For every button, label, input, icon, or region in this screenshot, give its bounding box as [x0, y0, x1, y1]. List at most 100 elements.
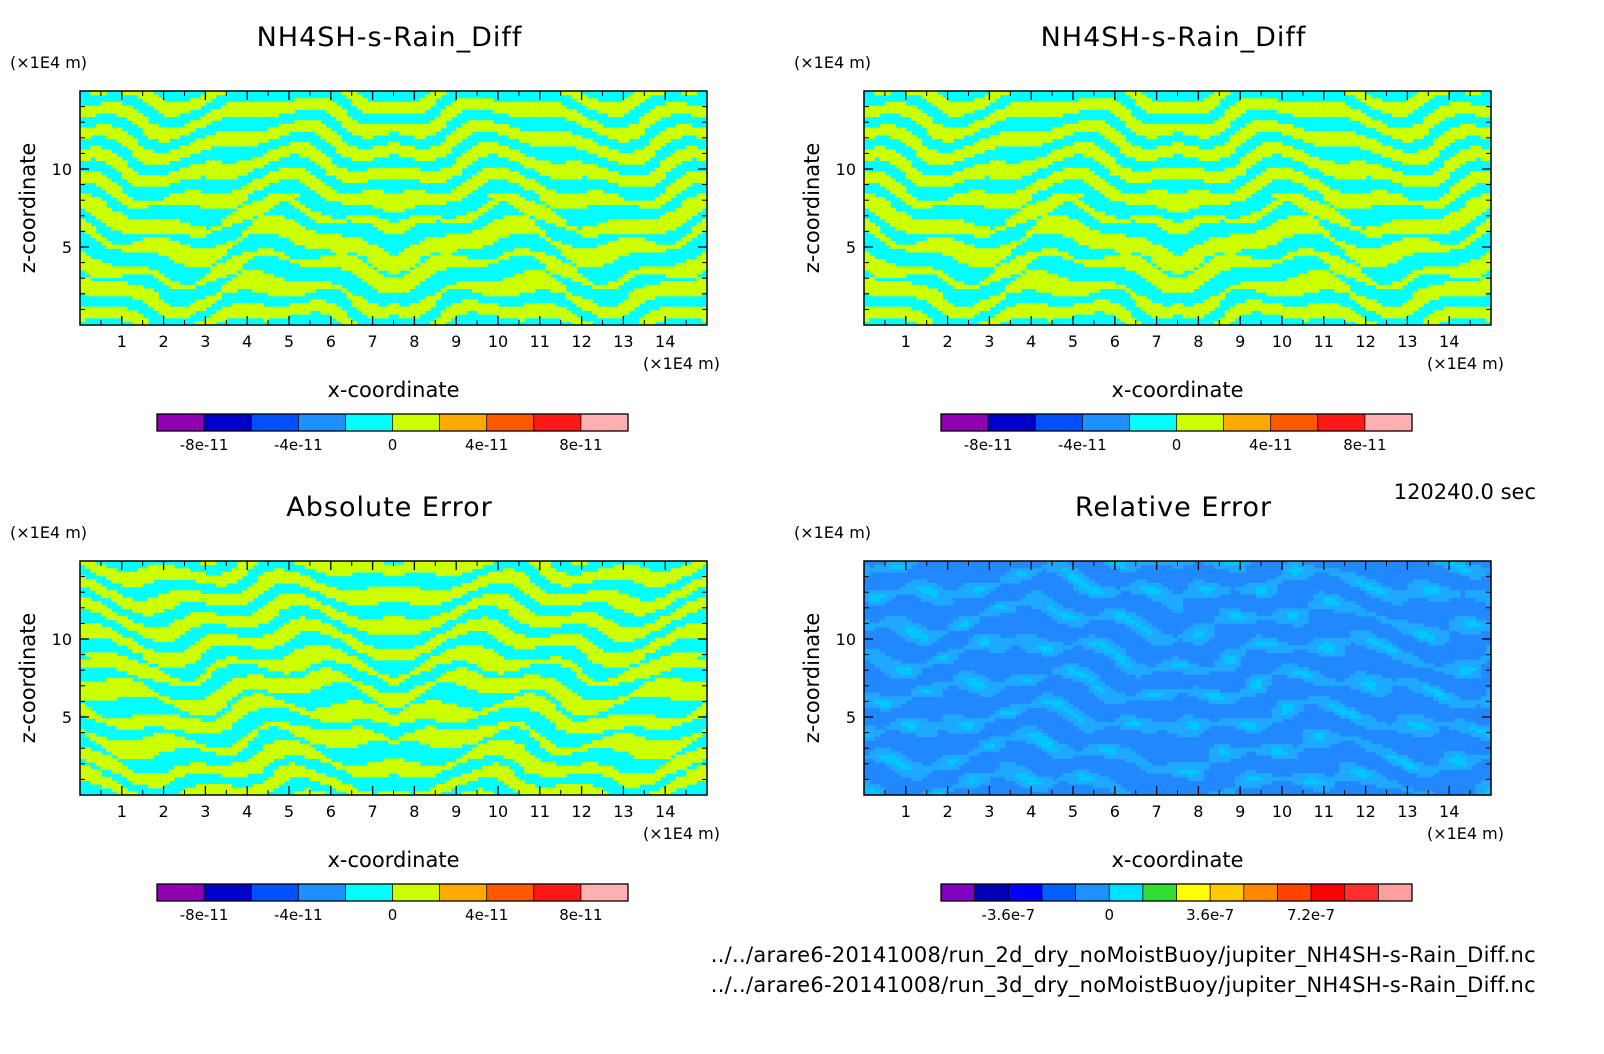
- heatmap-cell: [644, 284, 708, 290]
- heatmap-cell: [1459, 571, 1487, 577]
- heatmap-cell: [581, 233, 598, 238]
- heatmap-cell: [952, 255, 1006, 260]
- heatmap-cell: [1480, 222, 1492, 227]
- y-tick-label: 10: [52, 630, 72, 649]
- heatmap-field: [80, 91, 708, 326]
- heatmap-cell: [1025, 251, 1069, 257]
- heatmap-cell: [958, 623, 964, 628]
- heatmap-cell: [665, 156, 692, 162]
- heatmap-cell: [963, 645, 1011, 650]
- heatmap-cell: [890, 754, 896, 760]
- heatmap-cell: [973, 678, 980, 683]
- x-tick-label: 1: [117, 332, 127, 351]
- heatmap-cell: [1015, 255, 1038, 260]
- heatmap-cell: [503, 641, 593, 646]
- heatmap-cell: [372, 656, 415, 661]
- heatmap-cell: [80, 626, 112, 632]
- heatmap-cell: [168, 171, 248, 176]
- heatmap-cell: [968, 776, 975, 781]
- heatmap-cell: [430, 637, 447, 643]
- heatmap-cell: [372, 204, 415, 209]
- heatmap-cell: [487, 222, 536, 227]
- heatmap-cell: [1334, 707, 1341, 712]
- heatmap-cell: [1302, 780, 1309, 785]
- heatmap-cell: [618, 138, 630, 143]
- heatmap-cell: [973, 303, 996, 308]
- heatmap-cell: [1151, 641, 1173, 646]
- heatmap-cell: [100, 240, 112, 246]
- heatmap-cell: [1391, 601, 1403, 606]
- heatmap-cell: [100, 743, 206, 749]
- heatmap-cell: [299, 153, 327, 158]
- heatmap-cell: [1046, 197, 1079, 202]
- heatmap-cell: [1271, 641, 1278, 646]
- colorbar-label: -4e-11: [274, 906, 323, 924]
- heatmap-cell: [1376, 127, 1429, 132]
- heatmap-cell: [900, 765, 907, 771]
- heatmap-cell: [320, 193, 468, 198]
- heatmap-cell: [864, 109, 923, 114]
- heatmap-cell: [1475, 229, 1487, 235]
- heatmap-cell: [320, 255, 358, 260]
- heatmap-cell: [1078, 579, 1085, 584]
- heatmap-cell: [1140, 765, 1210, 771]
- heatmap-cell: [200, 204, 238, 209]
- heatmap-cell: [90, 586, 107, 591]
- heatmap-cell: [942, 714, 964, 719]
- heatmap-cell: [1255, 681, 1262, 686]
- heatmap-cell: [142, 299, 165, 304]
- heatmap-cell: [1302, 670, 1309, 675]
- heatmap-cell: [430, 615, 457, 621]
- heatmap-cell: [1355, 670, 1367, 675]
- heatmap-cell: [1140, 273, 1168, 279]
- heatmap-cell: [127, 204, 149, 209]
- heatmap-cell: [503, 754, 536, 760]
- heatmap-cell: [158, 663, 186, 668]
- heatmap-cell: [1402, 765, 1471, 771]
- heatmap-cell: [513, 696, 546, 701]
- heatmap-cell: [498, 721, 525, 727]
- heatmap-cell: [440, 167, 463, 173]
- heatmap-cell: [398, 736, 483, 741]
- heatmap-cell: [1208, 295, 1226, 301]
- heatmap-cell: [545, 218, 567, 224]
- heatmap-cell: [80, 149, 112, 154]
- heatmap-cell: [973, 747, 1001, 752]
- heatmap-cell: [670, 568, 698, 573]
- colorbar-swatch: [392, 884, 441, 901]
- heatmap-cell: [1292, 670, 1299, 675]
- heatmap-cell: [1234, 189, 1257, 194]
- heatmap-cell: [383, 615, 405, 621]
- heatmap-cell: [466, 149, 520, 154]
- heatmap-cell: [1428, 284, 1492, 290]
- heatmap-cell: [1114, 314, 1132, 319]
- colorbar-swatch: [1311, 884, 1346, 901]
- heatmap-cell: [994, 270, 1022, 275]
- heatmap-cell: [1125, 123, 1231, 129]
- heatmap-cell: [403, 707, 473, 712]
- heatmap-cell: [1318, 645, 1325, 650]
- heatmap-cell: [602, 736, 645, 741]
- heatmap-cell: [111, 769, 133, 774]
- heatmap-cell: [890, 134, 917, 140]
- heatmap-cell: [696, 156, 708, 162]
- heatmap-cell: [325, 167, 348, 173]
- heatmap-cell: [633, 688, 708, 694]
- heatmap-cell: [1276, 109, 1361, 114]
- heatmap-cell: [675, 208, 703, 213]
- heatmap-cell: [210, 226, 222, 231]
- heatmap-cell: [163, 314, 191, 319]
- heatmap-cell: [1349, 674, 1382, 679]
- heatmap-cell: [1449, 758, 1456, 763]
- heatmap-cell: [304, 182, 327, 187]
- heatmap-cell: [1480, 134, 1492, 140]
- heatmap-cell: [1464, 175, 1492, 180]
- heatmap-cell: [864, 310, 923, 315]
- heatmap-cell: [696, 707, 708, 712]
- heatmap-cell: [565, 226, 577, 231]
- heatmap-cell: [545, 688, 572, 694]
- heatmap-cell: [356, 667, 374, 672]
- heatmap-cell: [649, 138, 672, 143]
- heatmap-cell: [1370, 149, 1403, 154]
- heatmap-cell: [1203, 586, 1210, 591]
